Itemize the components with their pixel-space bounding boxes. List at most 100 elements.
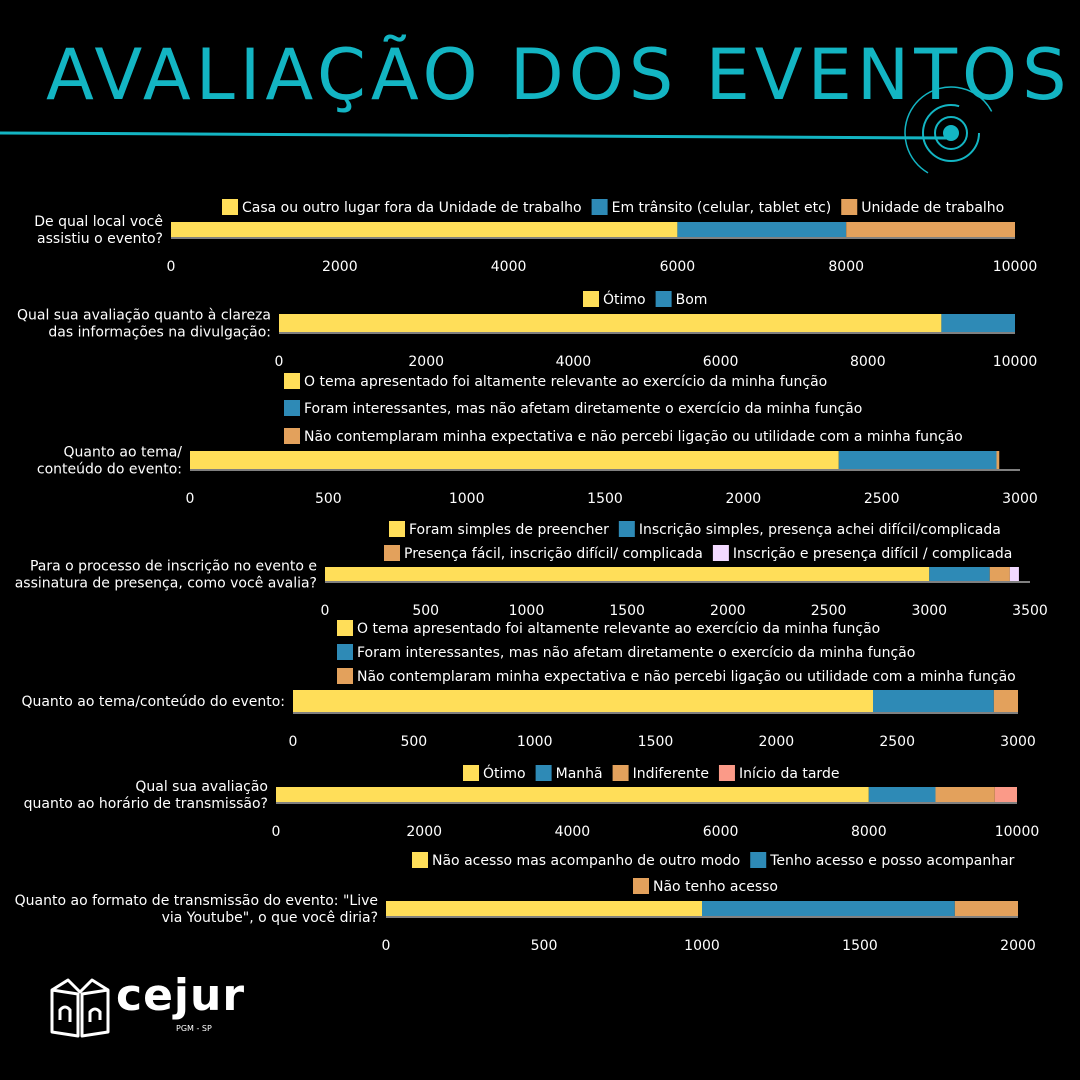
tick-label: 2000 (408, 354, 444, 370)
legend-swatch (384, 545, 400, 561)
legend-label: Tenho acesso e posso acompanhar (769, 853, 1014, 869)
legend-label: Em trânsito (celular, tablet etc) (612, 200, 832, 216)
tick-label: 500 (531, 938, 558, 954)
tick-label: 10000 (993, 354, 1038, 370)
tick-label: 2000 (1000, 938, 1036, 954)
bar-segment (989, 567, 1010, 581)
bar-segment (941, 314, 1015, 332)
legend-label: Unidade de trabalho (861, 200, 1004, 216)
bar-segment (993, 690, 1018, 712)
legend-swatch (718, 765, 735, 781)
tick-label: 3000 (911, 603, 947, 619)
bar-segment (994, 787, 1017, 802)
tick-label: 2000 (406, 824, 442, 840)
bar-segment (190, 451, 839, 469)
question-label: Quanto ao tema/conteúdo do evento: (21, 694, 285, 710)
bar-segment (702, 901, 955, 916)
chart-6: Ótimo Manhã Indiferente Início da tarde Qual… (24, 764, 1040, 840)
legend-swatch (841, 199, 858, 215)
legend-label: Não acesso mas acompanho de outro modo (432, 853, 740, 869)
legend-label: Bom (676, 292, 708, 308)
tick-label: 0 (382, 938, 391, 954)
tick-label: 500 (400, 734, 427, 750)
legend-swatch (337, 620, 353, 636)
legend-swatch (750, 852, 767, 868)
target-dot (943, 125, 959, 141)
tick-label: 1500 (842, 938, 878, 954)
tick-label: 6000 (703, 824, 739, 840)
question-label: Qual sua avaliação quanto à clareza (17, 308, 271, 324)
tick-label: 1000 (509, 603, 545, 619)
legend-label: Não contemplaram minha expectativa e não… (357, 669, 1016, 685)
legend-label: Foram simples de preencher (409, 522, 609, 538)
bar-segment (838, 451, 997, 469)
tick-label: 1500 (638, 734, 674, 750)
tick-label: 10000 (995, 824, 1040, 840)
question-label: De qual local você (34, 214, 163, 230)
question-label: via Youtube", o que você diria? (162, 910, 378, 926)
bar-segment (954, 901, 1018, 916)
legend-label: Manhã (556, 766, 603, 782)
bar-segment (279, 314, 942, 332)
legend-label: O tema apresentado foi altamente relevan… (304, 374, 827, 390)
title-underline (0, 131, 947, 140)
question-label: das informações na divulgação: (48, 325, 271, 341)
tick-label: 10000 (993, 259, 1038, 275)
legend-label: Não contemplaram minha expectativa e não… (304, 429, 963, 445)
chart-1: Casa ou outro lugar fora da Unidade de t… (34, 199, 1037, 275)
chart-7: Não acesso mas acompanho de outro modo Te… (15, 852, 1036, 954)
legend-swatch (284, 373, 300, 389)
tick-label: 2000 (710, 603, 746, 619)
legend-label: Presença fácil, inscrição difícil/ compl… (404, 546, 703, 562)
chart-4: Foram simples de preencher Inscrição simp… (15, 521, 1048, 619)
bar-segment (929, 567, 990, 581)
legend-swatch (389, 521, 405, 537)
tick-label: 4000 (491, 259, 527, 275)
legend-swatch (284, 428, 300, 444)
chart-2: Ótimo Bom Qual sua avaliação quanto à clar… (17, 290, 1037, 370)
chart-5: O tema apresentado foi altamente relevan… (21, 620, 1036, 750)
tick-label: 8000 (828, 259, 864, 275)
tick-label: 6000 (660, 259, 696, 275)
question-label: Quanto ao formato de transmissão do even… (15, 893, 378, 909)
bar-segment (935, 787, 995, 802)
legend-label: Casa ou outro lugar fora da Unidade de t… (242, 200, 582, 216)
book-logo-icon (50, 978, 110, 1038)
tick-label: 2500 (879, 734, 915, 750)
bar-segment (293, 690, 873, 712)
tick-label: 3000 (1002, 491, 1038, 507)
legend-label: Indiferente (633, 766, 709, 782)
bar-segment (677, 222, 847, 237)
legend-label: O tema apresentado foi altamente relevan… (357, 621, 880, 637)
tick-label: 1500 (609, 603, 645, 619)
question-label: quanto ao horário de transmissão? (24, 796, 268, 812)
legend-swatch (633, 878, 649, 894)
legend-swatch (618, 521, 635, 537)
bar-segment (276, 787, 869, 802)
legend-swatch (612, 765, 629, 781)
bar-segment (1009, 567, 1019, 581)
logo-wordmark: cejur (116, 970, 246, 1021)
bar-segment (873, 690, 994, 712)
target-ring-outer (904, 86, 998, 180)
tick-label: 1000 (517, 734, 553, 750)
legend-swatch (284, 400, 300, 416)
question-label: assinatura de presença, como você avalia… (15, 576, 317, 592)
cejur-logo: cejur PGM - SP (48, 970, 248, 1046)
tick-label: 8000 (851, 824, 887, 840)
tick-label: 0 (321, 603, 330, 619)
chart-3: O tema apresentado foi altamente relevan… (37, 373, 1038, 507)
page-title: AVALIAÇÃO DOS EVENTOS (46, 34, 1072, 116)
legend-swatch (412, 852, 428, 868)
title-decoration (0, 86, 998, 180)
tick-label: 2000 (322, 259, 358, 275)
target-ring-inner (934, 116, 968, 150)
tick-label: 0 (167, 259, 176, 275)
legend-label: Ótimo (603, 290, 646, 308)
legend-label: Início da tarde (739, 766, 840, 782)
legend-swatch (337, 668, 353, 684)
charts-svg: Casa ou outro lugar fora da Unidade de t… (15, 199, 1048, 954)
legend-label: Ótimo (483, 764, 526, 782)
tick-label: 0 (289, 734, 298, 750)
tick-label: 1000 (684, 938, 720, 954)
